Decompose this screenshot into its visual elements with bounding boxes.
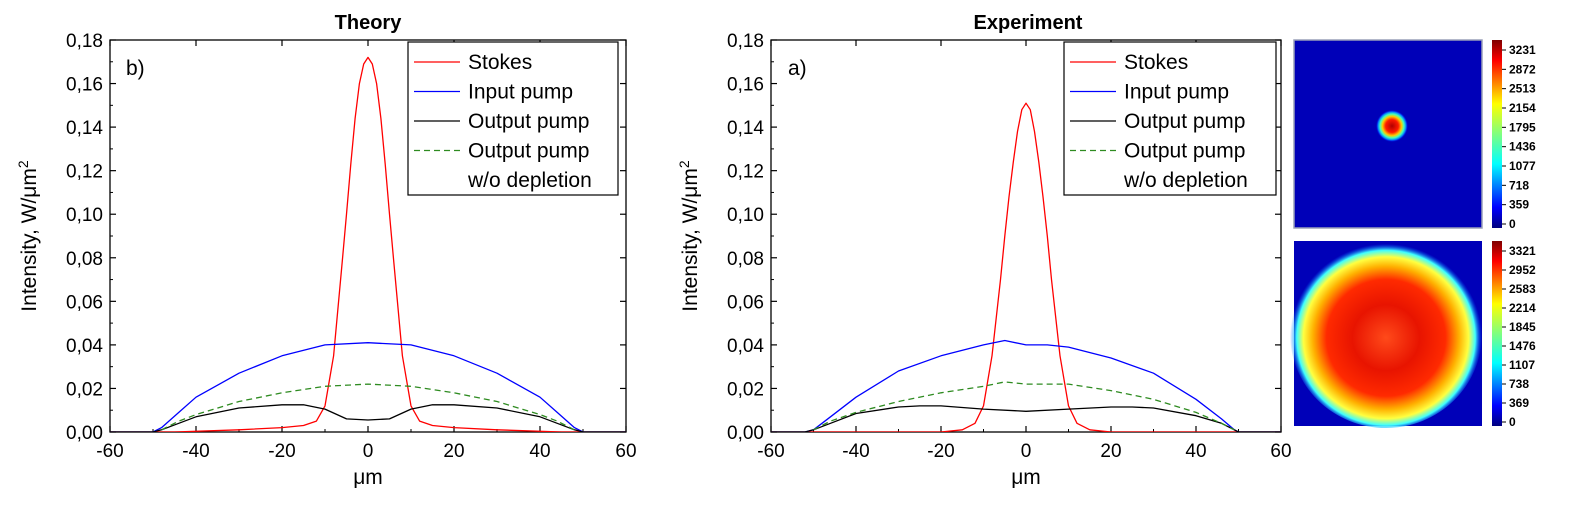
colorbar-gradient (1492, 40, 1502, 228)
x-axis-label: μm (1011, 466, 1041, 489)
colorbar-bottom: 3321 2952 2583 2214 1845 1476 1107 738 369 0 (1492, 241, 1536, 429)
y-tick-label: 0,02 (66, 379, 103, 400)
y-tick-label: 0,10 (727, 205, 764, 226)
y-tick-label: 0,16 (727, 75, 764, 96)
colorbar-tick-label: 3231 (1509, 43, 1536, 57)
colorbar-tick-label: 2583 (1509, 282, 1536, 296)
x-tick-label: -60 (757, 441, 784, 462)
series-line-stokes (110, 56, 626, 432)
colorbar-tick-label: 0 (1509, 217, 1516, 231)
series-line-output-pump-w-o-depletion (813, 381, 1235, 431)
y-tick-label: 0,06 (727, 292, 764, 313)
legend: Stokes Input pump Output pump Output pump w/… (407, 41, 619, 196)
legend-label: Output pump (468, 140, 589, 163)
colorbar-tick-label: 1845 (1509, 320, 1536, 334)
heatmap-small-spot (1293, 39, 1483, 229)
colorbar-tick-label: 1077 (1509, 159, 1536, 173)
legend-label: Output pump (468, 110, 589, 133)
y-tick-label: 0,04 (66, 336, 103, 357)
y-tick-label: 0,16 (66, 75, 103, 96)
x-tick-label: 0 (1021, 441, 1032, 462)
colorbar-tick-label: 1795 (1509, 120, 1536, 134)
y-tick-label: 0,18 (727, 31, 764, 52)
series-line-input-pump (110, 342, 626, 432)
legend-label: w/o depletion (467, 169, 592, 192)
legend-label: Input pump (468, 81, 573, 104)
x-tick-label: -40 (842, 441, 869, 462)
colorbar-tick-label: 2952 (1509, 263, 1536, 277)
legend: Stokes Input pump Output pump Output pump w/… (1063, 41, 1277, 196)
series-line-stokes (771, 102, 1281, 432)
series-line-output-pump-w-o-depletion (161, 383, 575, 431)
colorbar-tick-label: 2513 (1509, 82, 1536, 96)
legend-label: Output pump (1124, 110, 1245, 133)
y-tick-label: 0,14 (727, 118, 764, 139)
x-axis-label: μm (353, 466, 383, 489)
laser-ring-spot (1290, 240, 1482, 428)
x-tick-label: 60 (615, 441, 636, 462)
x-tick-label: -40 (182, 441, 209, 462)
x-tick-label: 20 (443, 441, 464, 462)
heatmap-large-spot (1290, 240, 1482, 428)
colorbar-gradient (1492, 241, 1502, 426)
y-tick-label: 0,08 (66, 249, 103, 270)
legend-label: Stokes (1124, 51, 1188, 74)
colorbar-tick-label: 718 (1509, 178, 1529, 192)
colorbar-tick-label: 2214 (1509, 301, 1536, 315)
x-tick-label: 40 (1185, 441, 1206, 462)
y-tick-label: 0,14 (66, 118, 103, 139)
legend-box (1063, 41, 1277, 196)
legend-label: w/o depletion (1123, 169, 1248, 192)
laser-spot (1376, 110, 1408, 142)
colorbar-tick-label: 1107 (1509, 358, 1535, 372)
y-tick-label: 0,12 (727, 162, 764, 183)
x-tick-label: -20 (927, 441, 954, 462)
heatmap-frame (1293, 39, 1483, 229)
y-tick-label: 0,02 (727, 379, 764, 400)
experiment-chart: -60 -40 -20 0 20 40 60 0,00 0,02 0,04 0,06 0,08 0,10… (676, 12, 1292, 489)
y-axis-label: Intensity, W/μm2 (15, 160, 41, 312)
colorbar-tick-label: 1436 (1509, 140, 1536, 154)
panel-label: b) (126, 57, 145, 80)
y-tick-label: 0,10 (66, 205, 103, 226)
colorbar-tick-label: 359 (1509, 198, 1529, 212)
y-tick-label: 0,18 (66, 31, 103, 52)
theory-chart: -60 -40 -20 0 20 40 60 0,00 0,02 0,04 0,06 0,08 0,10… (15, 12, 637, 489)
x-tick-label: -20 (268, 441, 295, 462)
series-group (110, 56, 626, 432)
legend-label: Output pump (1124, 140, 1245, 163)
series-line-input-pump (771, 339, 1281, 432)
legend-label: Stokes (468, 51, 532, 74)
y-tick-label: 0,04 (727, 336, 764, 357)
y-tick-label: 0,00 (66, 423, 103, 444)
x-tick-label: -60 (96, 441, 123, 462)
x-tick-label: 20 (1100, 441, 1121, 462)
y-tick-label: 0,08 (727, 249, 764, 270)
colorbar-tick-label: 1476 (1509, 339, 1536, 353)
y-tick-label: 0,00 (727, 423, 764, 444)
y-axis-label: Intensity, W/μm2 (676, 160, 702, 312)
x-tick-label: 40 (529, 441, 550, 462)
legend-box (407, 41, 619, 196)
x-tick-label: 0 (363, 441, 374, 462)
panel-label: a) (788, 57, 807, 80)
y-tick-label: 0,06 (66, 292, 103, 313)
y-tick-label: 0,12 (66, 162, 103, 183)
colorbar-tick-label: 0 (1509, 415, 1516, 429)
series-line-output-pump (110, 404, 626, 432)
colorbar-top: 3231 2872 2513 2154 1795 1436 1077 718 359 0 (1492, 40, 1536, 231)
chart-title: Theory (335, 12, 403, 34)
colorbar-tick-label: 738 (1509, 377, 1529, 391)
chart-title: Experiment (974, 12, 1083, 34)
legend-label: Input pump (1124, 81, 1229, 104)
colorbar-tick-label: 3321 (1509, 244, 1536, 258)
x-tick-label: 60 (1270, 441, 1291, 462)
colorbar-tick-label: 369 (1509, 396, 1529, 410)
colorbar-tick-label: 2154 (1509, 101, 1536, 115)
colorbar-tick-label: 2872 (1509, 62, 1536, 76)
series-group (771, 102, 1281, 432)
